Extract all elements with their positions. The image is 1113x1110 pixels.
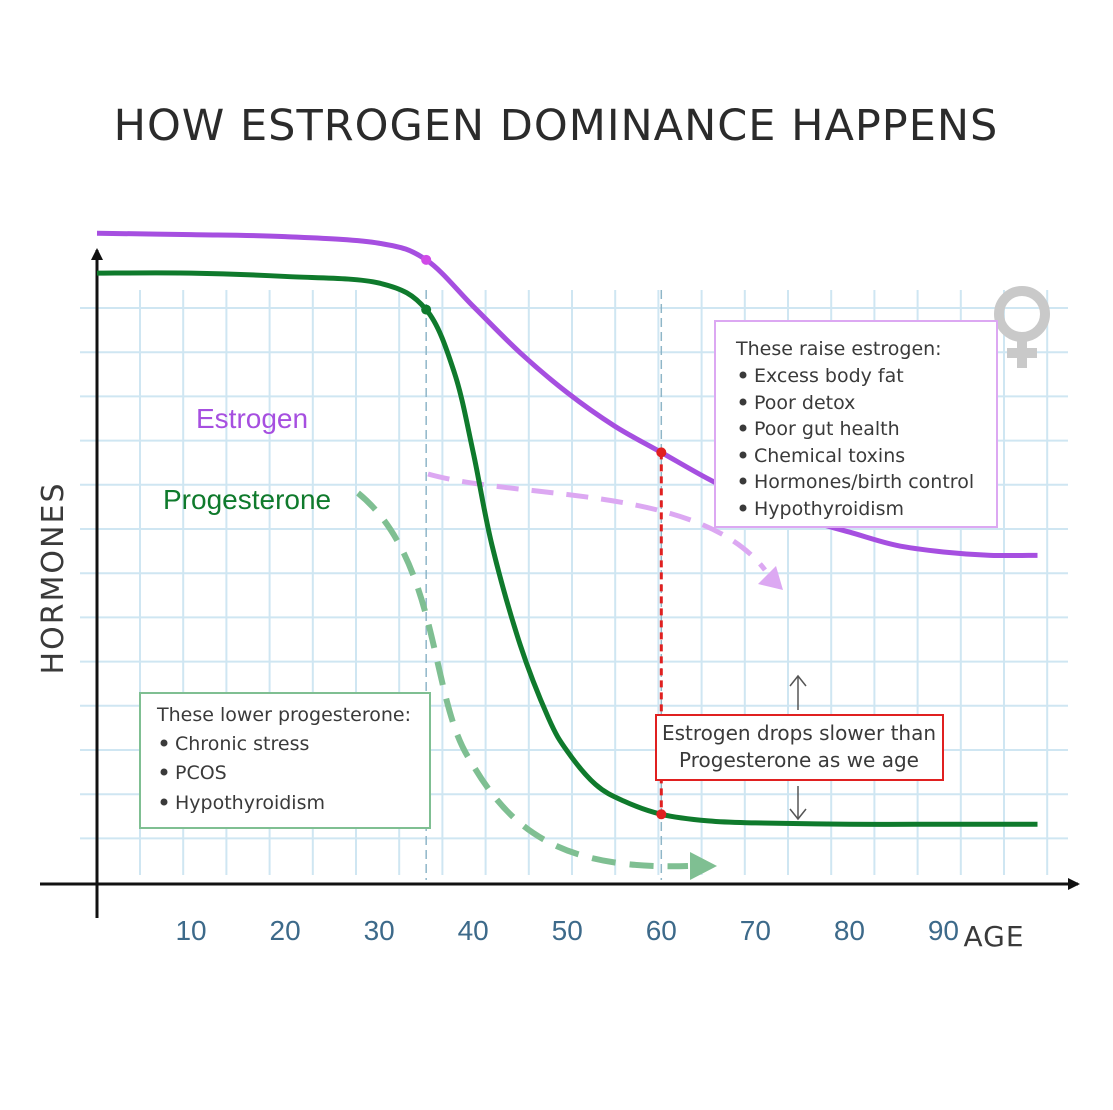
bullet-icon bbox=[160, 739, 168, 747]
estrogen-trend-arrow bbox=[427, 471, 783, 590]
arrow-up-head bbox=[789, 674, 807, 687]
bullet-icon bbox=[160, 768, 168, 776]
lower-progesterone-box: These lower progesterone: Chronic stress… bbox=[139, 692, 431, 829]
data-point-marker bbox=[656, 809, 667, 820]
raise-box-heading: These raise estrogen: bbox=[735, 338, 942, 360]
data-point-marker bbox=[656, 447, 667, 458]
raise-box-item: Hypothyroidism bbox=[754, 498, 904, 520]
lower-box-item: Hypothyroidism bbox=[175, 792, 325, 814]
data-point-marker bbox=[421, 304, 432, 315]
bullet-icon bbox=[739, 398, 747, 406]
bullet-icon bbox=[739, 477, 747, 485]
reference-lines bbox=[425, 290, 663, 880]
y-axis-label: HORMONES bbox=[36, 482, 71, 675]
x-tick-labels: 10 20 30 40 50 60 70 80 90 bbox=[175, 915, 959, 946]
bullet-icon bbox=[739, 451, 747, 459]
x-tick-label: 80 bbox=[834, 915, 865, 946]
lower-box-list: Chronic stress PCOS Hypothyroidism bbox=[160, 733, 325, 814]
series-line-estrogen bbox=[96, 230, 1038, 559]
arrow-down-head bbox=[789, 808, 807, 821]
chart-title: HOW ESTROGEN DOMINANCE HAPPENS bbox=[114, 101, 999, 151]
x-tick-label: 50 bbox=[552, 915, 583, 946]
bullet-icon bbox=[739, 504, 747, 512]
x-axis-label: AGE bbox=[963, 920, 1024, 953]
raise-box-item: Poor gut health bbox=[754, 418, 900, 440]
lower-box-item: PCOS bbox=[175, 762, 227, 784]
bullet-icon bbox=[739, 424, 747, 432]
bullet-icon bbox=[739, 371, 747, 379]
raise-box-list: Excess body fat Poor detox Poor gut heal… bbox=[739, 365, 974, 520]
progesterone-trend-arrow bbox=[356, 490, 717, 880]
series-label-estrogen: Estrogen bbox=[196, 403, 308, 434]
raise-box-item: Chemical toxins bbox=[754, 445, 905, 467]
raise-box-item: Excess body fat bbox=[754, 365, 904, 387]
series-line-progesterone bbox=[96, 270, 1038, 827]
data-point-marker bbox=[421, 254, 432, 265]
series-label-progesterone: Progesterone bbox=[163, 484, 331, 515]
x-tick-label: 40 bbox=[458, 915, 489, 946]
lower-box-heading: These lower progesterone: bbox=[156, 704, 411, 726]
raise-estrogen-box: These raise estrogen: Excess body fat Po… bbox=[714, 320, 998, 528]
x-tick-label: 30 bbox=[364, 915, 395, 946]
x-tick-label: 20 bbox=[270, 915, 301, 946]
x-tick-label: 10 bbox=[175, 915, 206, 946]
difference-note: Estrogen drops slower than Progesterone … bbox=[655, 674, 944, 821]
note-line: Progesterone as we age bbox=[679, 748, 919, 772]
note-line: Estrogen drops slower than bbox=[662, 721, 936, 745]
x-tick-label: 60 bbox=[646, 915, 677, 946]
lower-box-item: Chronic stress bbox=[175, 733, 309, 755]
female-symbol-icon bbox=[994, 286, 1050, 368]
x-tick-label: 90 bbox=[928, 915, 959, 946]
raise-box-item: Hormones/birth control bbox=[754, 471, 974, 493]
raise-box-item: Poor detox bbox=[754, 392, 855, 414]
data-markers bbox=[421, 254, 667, 820]
x-tick-label: 70 bbox=[740, 915, 771, 946]
bullet-icon bbox=[160, 798, 168, 806]
